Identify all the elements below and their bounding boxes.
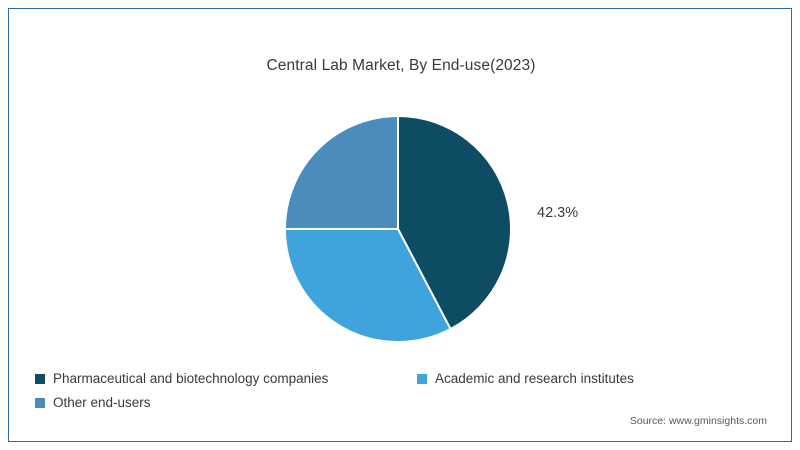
legend-label: Other end-users (53, 395, 151, 410)
legend-item-other-end-users[interactable]: Other end-users (35, 395, 417, 410)
legend-item-pharmaceutical-and-biotechnology-companies[interactable]: Pharmaceutical and biotechnology compani… (35, 371, 417, 386)
source-note: Source: www.gminsights.com (629, 415, 767, 427)
chart-frame: Central Lab Market, By End-use(2023) 42.… (8, 8, 792, 442)
legend-item-academic-and-research-institutes[interactable]: Academic and research institutes (417, 371, 634, 386)
legend-row: Other end-users (35, 395, 775, 410)
legend-swatch-icon (417, 373, 427, 384)
pie-slice-other-end-users[interactable] (283, 114, 399, 230)
pie-chart (283, 114, 513, 344)
legend-label: Pharmaceutical and biotechnology compani… (53, 371, 329, 386)
slice-percent-label: 42.3% (537, 205, 579, 221)
pie-slices (283, 114, 512, 343)
legend: Pharmaceutical and biotechnology compani… (35, 371, 775, 419)
pie-svg (283, 114, 512, 343)
legend-swatch-icon (35, 373, 45, 384)
pie-slice-academic-and-research-institutes[interactable] (283, 228, 452, 343)
legend-label: Academic and research institutes (435, 371, 634, 386)
legend-swatch-icon (35, 397, 45, 408)
pie-slice-pharmaceutical-and-biotechnology-companies[interactable] (397, 114, 512, 331)
legend-row: Pharmaceutical and biotechnology compani… (35, 371, 775, 386)
page-title: Central Lab Market, By End-use(2023) (266, 57, 536, 74)
